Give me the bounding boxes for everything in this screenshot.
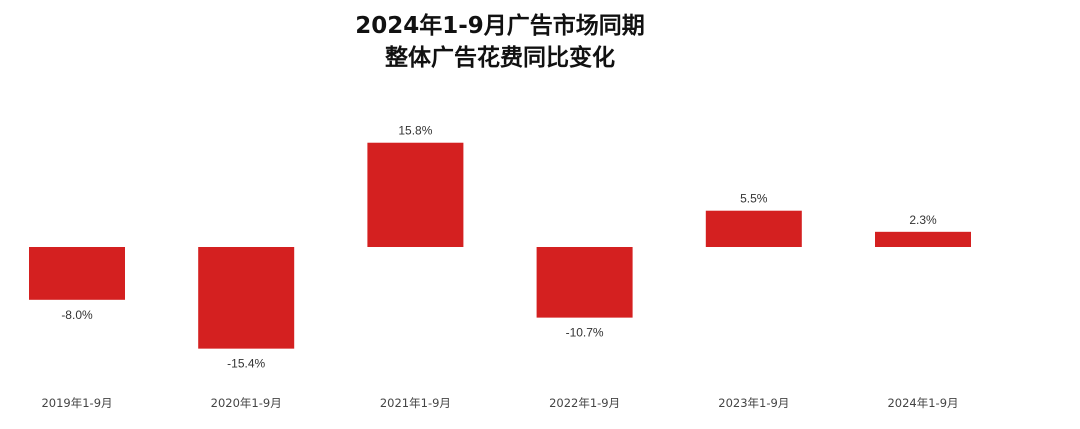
bar-3 <box>367 142 464 247</box>
data-label-3: 15.8% <box>398 124 432 138</box>
category-label-4: 2022年1-9月 <box>549 396 620 410</box>
data-label-5: 5.5% <box>740 192 768 206</box>
category-label-5: 2023年1-9月 <box>718 396 789 410</box>
data-label-1: -8.0% <box>61 308 93 322</box>
bar-4 <box>536 247 633 318</box>
bar-5 <box>705 210 802 247</box>
category-label-6: 2024年1-9月 <box>887 396 958 410</box>
bar-1 <box>29 247 125 300</box>
data-label-4: -10.7% <box>566 326 604 340</box>
bar-2 <box>198 247 295 349</box>
category-label-3: 2021年1-9月 <box>380 396 451 410</box>
bar-6 <box>875 231 971 247</box>
chart-title: 2024年1-9月广告市场同期 整体广告花费同比变化 <box>300 10 700 74</box>
data-label-2: -15.4% <box>227 357 265 371</box>
data-label-6: 2.3% <box>909 213 937 227</box>
category-label-2: 2020年1-9月 <box>211 396 282 410</box>
chart-title-line-2: 整体广告花费同比变化 <box>385 45 615 71</box>
chart-title-line-1: 2024年1-9月广告市场同期 <box>355 13 645 39</box>
category-label-1: 2019年1-9月 <box>41 396 112 410</box>
